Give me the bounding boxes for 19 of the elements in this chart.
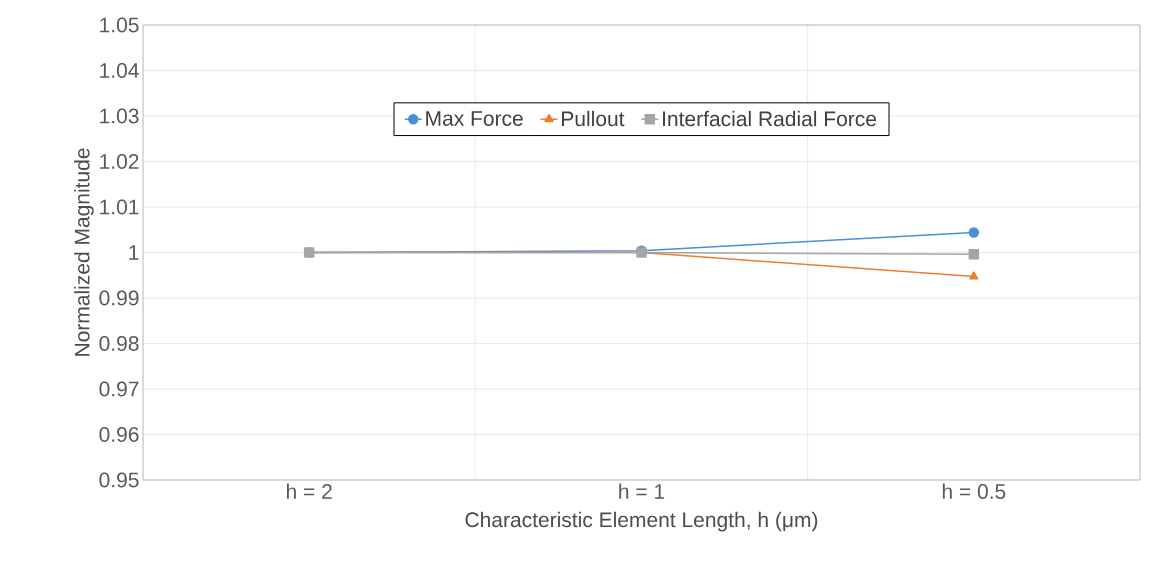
y-axis-title: Normalized Magnitude xyxy=(74,148,94,356)
x-tick-label: h = 1 xyxy=(619,483,665,499)
y-tick-label: 0.96 xyxy=(99,427,139,442)
y-tick-label: 1 xyxy=(129,245,139,260)
y-tick-label: 1.02 xyxy=(100,154,139,169)
x-tick-label: h = 2 xyxy=(286,483,332,499)
legend-label: Max Force xyxy=(426,111,523,126)
y-tick-label: 1.01 xyxy=(100,199,139,215)
y-tick-label: 0.99 xyxy=(99,290,139,306)
legend-label: Pullout xyxy=(562,110,625,127)
x-axis-title: Characteristic Element Length, h (μm) xyxy=(465,511,818,532)
y-tick-label: 0.98 xyxy=(99,336,139,351)
y-tick-label: 1.04 xyxy=(100,63,139,78)
x-tick-label: h = 0.5 xyxy=(942,483,1006,499)
y-tick-label: 0.97 xyxy=(99,381,139,397)
y-tick-label: 1.05 xyxy=(100,17,139,33)
y-tick-label: 1.03 xyxy=(100,108,139,124)
legend-label: Interfacial Radial Force xyxy=(663,110,877,127)
y-tick-label: 0.95 xyxy=(99,472,139,488)
